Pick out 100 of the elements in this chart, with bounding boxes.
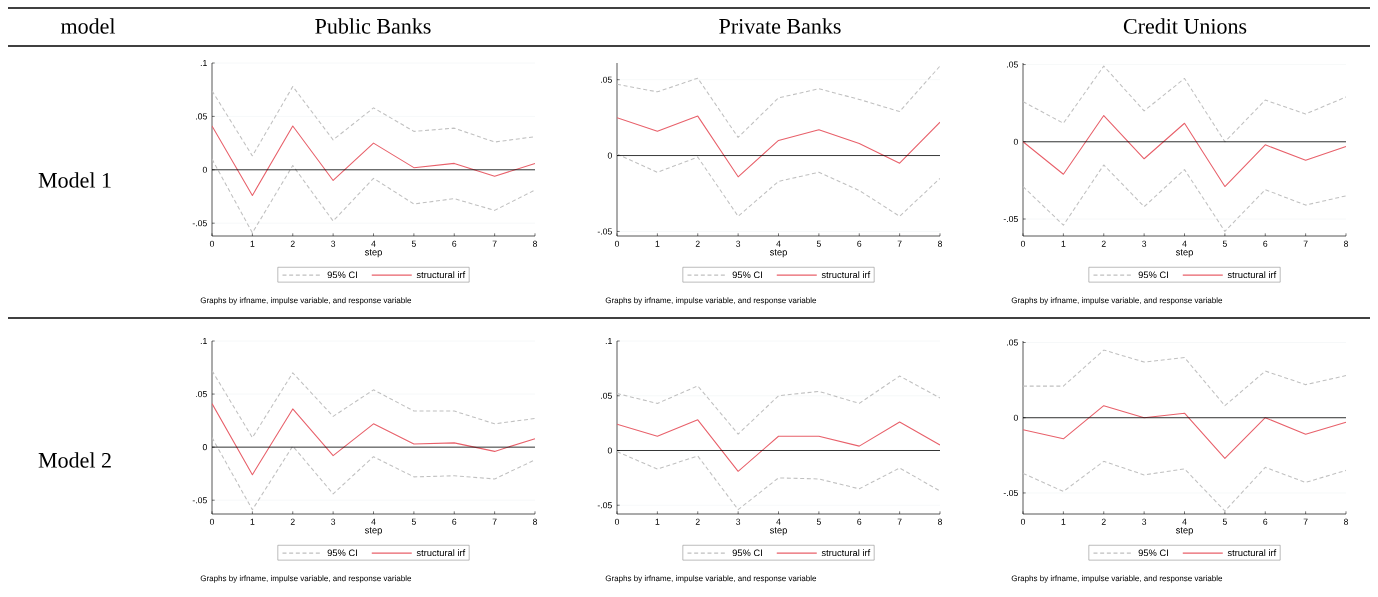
y-tick-label: .1 bbox=[200, 338, 207, 344]
x-tick-label: 3 bbox=[1142, 518, 1147, 525]
y-tick-label: 0 bbox=[202, 166, 207, 173]
line-series bbox=[212, 370, 535, 439]
text: Graphs by irfname, impulse variable, and response variable bbox=[1011, 575, 1223, 583]
chart-title: Private Banks bbox=[719, 18, 841, 34]
text: model bbox=[60, 18, 116, 34]
legend-label: 95% CI bbox=[732, 271, 762, 279]
x-tick-label: 8 bbox=[532, 240, 538, 247]
x-tick-label: 4 bbox=[1182, 240, 1187, 247]
x-tick-label: 0 bbox=[1020, 518, 1026, 525]
x-tick-label: 1 bbox=[1061, 518, 1066, 525]
x-tick-label: 6 bbox=[857, 518, 862, 525]
y-tick-label: -.05 bbox=[192, 220, 207, 227]
y-tick-label: 0 bbox=[1013, 414, 1018, 421]
line-series bbox=[1023, 114, 1347, 188]
x-tick-label: 1 bbox=[250, 240, 255, 247]
x-tick-label: 0 bbox=[1020, 240, 1026, 247]
y-tick-label: -.05 bbox=[597, 228, 612, 235]
x-axis-title: step bbox=[769, 527, 787, 536]
x-tick-label: 1 bbox=[250, 518, 255, 525]
y-axis-title: Model 1 bbox=[38, 172, 111, 188]
line-series bbox=[617, 65, 941, 138]
x-tick-label: 4 bbox=[1182, 518, 1187, 525]
x-tick-label: 6 bbox=[452, 240, 457, 247]
x-tick-label: 0 bbox=[614, 240, 620, 247]
line-series bbox=[617, 451, 941, 511]
y-tick-label: .05 bbox=[196, 391, 207, 398]
x-axis-title: step bbox=[364, 249, 382, 258]
x-tick-label: 1 bbox=[655, 518, 660, 525]
x-tick-label: 5 bbox=[1222, 518, 1227, 525]
y-tick-label: 0 bbox=[1013, 138, 1018, 145]
text: Graphs by irfname, impulse variable, and response variable bbox=[1011, 297, 1223, 305]
legend-label: 95% CI bbox=[732, 549, 762, 557]
y-tick-label: -.05 bbox=[1003, 215, 1018, 223]
y-tick-label: -.05 bbox=[1003, 489, 1018, 497]
line-series bbox=[1023, 65, 1347, 143]
legend-label: 95% CI bbox=[1138, 271, 1168, 279]
line-series bbox=[212, 125, 535, 196]
x-tick-label: 2 bbox=[1101, 518, 1106, 525]
x-tick-label: 2 bbox=[290, 240, 295, 247]
x-tick-label: 8 bbox=[532, 518, 538, 525]
x-tick-label: 3 bbox=[1142, 240, 1147, 247]
x-tick-label: 4 bbox=[371, 240, 376, 247]
y-tick-label: .1 bbox=[200, 60, 207, 66]
x-tick-label: 7 bbox=[897, 240, 902, 247]
x-tick-label: 5 bbox=[816, 518, 821, 525]
line-series bbox=[212, 437, 535, 511]
x-tick-label: 6 bbox=[452, 518, 457, 525]
text: Graphs by irfname, impulse variable, and response variable bbox=[605, 297, 817, 305]
line-series bbox=[1023, 164, 1347, 232]
line-series bbox=[617, 419, 941, 472]
line-series bbox=[617, 153, 941, 217]
x-axis-title: step bbox=[364, 527, 382, 536]
x-tick-label: 7 bbox=[1303, 518, 1308, 525]
x-tick-label: 5 bbox=[816, 240, 821, 247]
x-tick-label: 6 bbox=[1263, 240, 1268, 247]
y-tick-label: 0 bbox=[607, 152, 612, 159]
x-tick-label: 7 bbox=[492, 518, 497, 525]
line-series bbox=[617, 115, 941, 178]
chart-title: Public Banks bbox=[315, 18, 431, 34]
x-tick-label: 7 bbox=[492, 240, 497, 247]
line-series bbox=[212, 85, 535, 157]
x-tick-label: 2 bbox=[695, 518, 700, 525]
legend-label: 95% CI bbox=[327, 271, 357, 279]
x-tick-label: 7 bbox=[1303, 240, 1308, 247]
x-tick-label: 8 bbox=[937, 240, 943, 247]
y-tick-label: .1 bbox=[605, 338, 612, 344]
x-tick-label: 3 bbox=[736, 240, 741, 247]
x-tick-label: 0 bbox=[209, 240, 215, 247]
x-tick-label: 5 bbox=[411, 518, 416, 525]
x-tick-label: 1 bbox=[1061, 240, 1066, 247]
text: Graphs by irfname, impulse variable, and response variable bbox=[200, 297, 412, 305]
x-tick-label: 2 bbox=[290, 518, 295, 525]
x-tick-label: 3 bbox=[331, 240, 336, 247]
x-tick-label: 8 bbox=[937, 518, 943, 525]
text: Graphs by irfname, impulse variable, and response variable bbox=[605, 575, 817, 583]
x-tick-label: 8 bbox=[1343, 518, 1349, 525]
x-tick-label: 8 bbox=[1343, 240, 1349, 247]
x-tick-label: 0 bbox=[614, 518, 620, 525]
x-tick-label: 5 bbox=[1222, 240, 1227, 247]
x-tick-label: 6 bbox=[857, 240, 862, 247]
legend-label: structural irf bbox=[1227, 549, 1277, 557]
legend-label: structural irf bbox=[1227, 271, 1277, 279]
y-tick-label: -.05 bbox=[192, 497, 207, 504]
x-tick-label: 0 bbox=[209, 518, 215, 525]
x-tick-label: 4 bbox=[371, 518, 376, 525]
x-axis-title: step bbox=[1175, 249, 1193, 258]
x-tick-label: 3 bbox=[331, 518, 336, 525]
legend-label: structural irf bbox=[416, 271, 466, 279]
line-series bbox=[617, 375, 941, 435]
legend-label: 95% CI bbox=[1138, 549, 1168, 557]
y-tick-label: .05 bbox=[601, 392, 612, 399]
y-tick-label: 0 bbox=[607, 447, 612, 454]
legend-label: structural irf bbox=[821, 549, 871, 557]
y-axis-title: Model 2 bbox=[38, 452, 111, 468]
x-tick-label: 7 bbox=[897, 518, 902, 525]
x-axis-title: step bbox=[1175, 527, 1193, 536]
y-tick-label: .05 bbox=[1007, 61, 1018, 68]
y-tick-label: -.05 bbox=[597, 502, 612, 509]
